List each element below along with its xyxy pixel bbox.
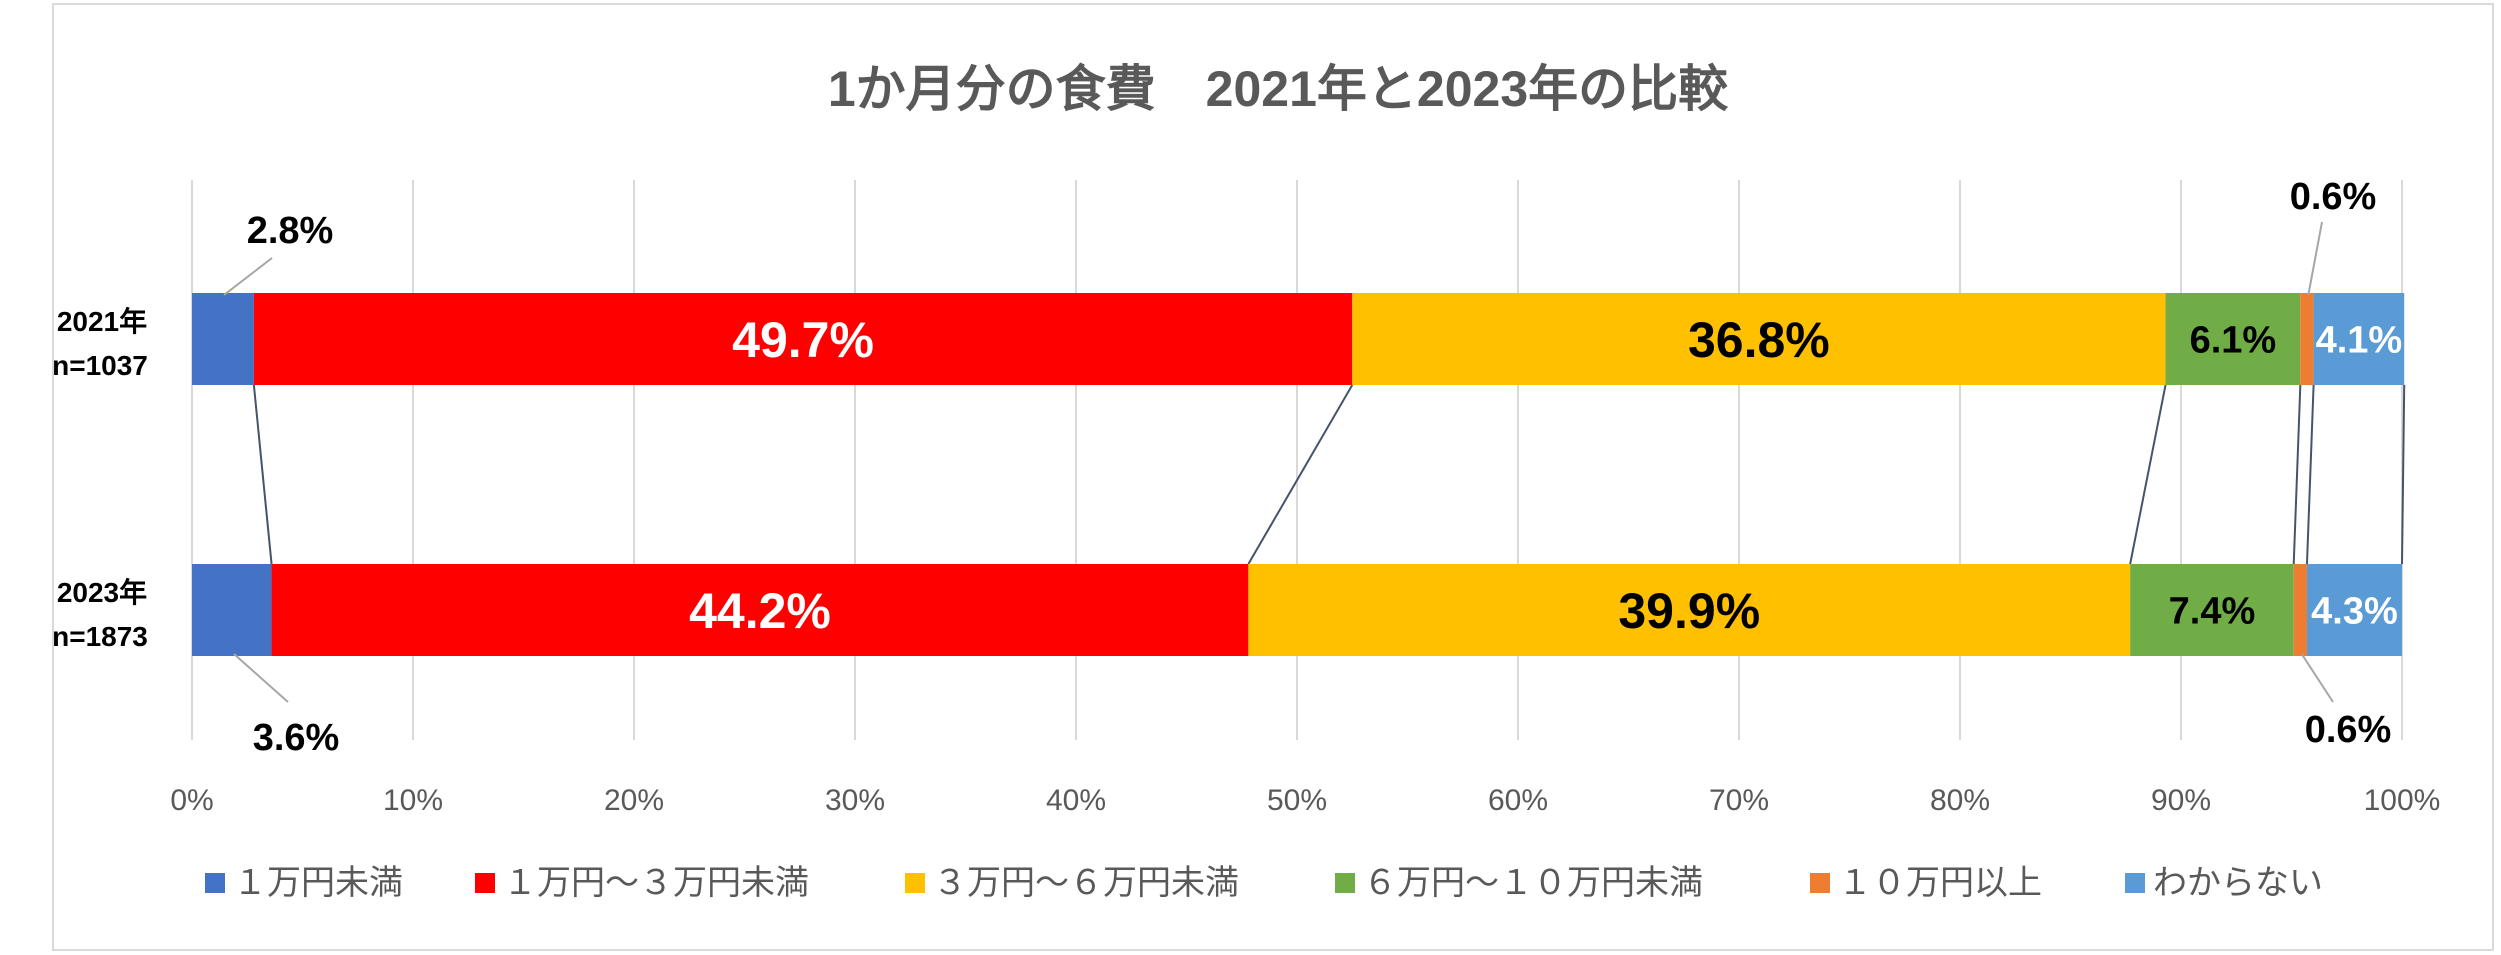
data-label: 4.1% bbox=[2316, 320, 2403, 362]
legend-swatch bbox=[905, 873, 925, 893]
data-label: 0.6% bbox=[2305, 709, 2392, 751]
bar-segment bbox=[2293, 564, 2307, 656]
legend-label: わからない bbox=[2153, 864, 2323, 902]
bar-segment bbox=[2165, 293, 2301, 385]
series-line bbox=[2305, 384, 2315, 565]
data-labels: 2.8% 3.6% 49.7% 44.2% 36.8% 39.9% 6.1% 7.4% 0.6%… bbox=[223, 176, 2403, 759]
legend-swatch bbox=[2125, 873, 2145, 893]
legend-label: １０万円以上 bbox=[1838, 864, 2042, 902]
legend-swatch bbox=[475, 873, 495, 893]
category-label-n: n=1873 bbox=[52, 621, 148, 652]
callout-leader-line bbox=[2300, 653, 2334, 703]
data-label: 6.1% bbox=[2190, 320, 2277, 362]
chart-title: 1か月分の食費 2021年と2023年の比較 bbox=[828, 61, 1729, 117]
legend-swatch bbox=[1810, 873, 1830, 893]
legend-label: ６万円～１０万円未満 bbox=[1363, 864, 1703, 902]
x-tick-label: 30% bbox=[825, 784, 885, 817]
x-tick-label: 40% bbox=[1046, 784, 1106, 817]
data-label: 4.3% bbox=[2311, 591, 2398, 633]
x-axis-ticks: 0% 10% 20% 30% 40% 50% 60% 70% 80% 90% 100% bbox=[170, 784, 2440, 817]
data-label: 36.8% bbox=[1688, 312, 1830, 368]
x-tick-label: 80% bbox=[1930, 784, 1990, 817]
legend-swatch bbox=[205, 873, 225, 893]
callout-leader-line bbox=[2307, 221, 2323, 296]
x-tick-label: 10% bbox=[383, 784, 443, 817]
category-label-year: 2023年 bbox=[57, 576, 147, 608]
x-tick-label: 60% bbox=[1488, 784, 1548, 817]
series-line bbox=[1247, 384, 1354, 565]
data-label: 7.4% bbox=[2169, 591, 2256, 633]
bar-segment bbox=[2306, 564, 2402, 656]
x-tick-label: 0% bbox=[170, 784, 213, 817]
series-lines bbox=[252, 384, 2406, 565]
bar-segment bbox=[2130, 564, 2294, 656]
bar-segment bbox=[192, 564, 272, 656]
x-tick-label: 20% bbox=[604, 784, 664, 817]
legend-label: ３万円～６万円未満 bbox=[933, 864, 1239, 902]
callout-leader-line bbox=[233, 653, 289, 703]
legend-swatch bbox=[1335, 873, 1355, 893]
bar-segment bbox=[271, 564, 1249, 656]
bar-segment bbox=[2313, 293, 2405, 385]
legend-label: １万円未満 bbox=[233, 864, 403, 902]
chart-frame bbox=[52, 3, 2494, 951]
x-tick-label: 50% bbox=[1267, 784, 1327, 817]
x-tick-label: 70% bbox=[1709, 784, 1769, 817]
bar-segment bbox=[1352, 293, 2166, 385]
x-tick-label: 100% bbox=[2364, 784, 2441, 817]
legend: １万円未満 １万円～３万円未満 ３万円～６万円未満 ６万円～１０万円未満 １０万円以上 わ… bbox=[205, 864, 2323, 902]
data-label: 39.9% bbox=[1618, 583, 1760, 639]
callout-leader-line bbox=[223, 257, 273, 296]
series-line bbox=[252, 384, 273, 565]
bar-segment bbox=[1248, 564, 2131, 656]
data-label: 44.2% bbox=[689, 583, 831, 639]
series-line bbox=[2401, 384, 2406, 565]
data-label: 3.6% bbox=[253, 717, 340, 759]
category-label-year: 2021年 bbox=[57, 305, 147, 337]
x-tick-label: 90% bbox=[2151, 784, 2211, 817]
series-line bbox=[2292, 384, 2302, 565]
data-label: 2.8% bbox=[247, 210, 334, 252]
bar-segment bbox=[253, 293, 1353, 385]
bars bbox=[192, 293, 2405, 656]
legend-label: １万円～３万円未満 bbox=[503, 864, 809, 902]
series-line bbox=[2129, 384, 2167, 565]
bar-segment bbox=[2300, 293, 2314, 385]
category-label-n: n=1037 bbox=[52, 350, 148, 381]
category-labels: 2021年 n=1037 2023年 n=1873 bbox=[52, 305, 148, 652]
data-label: 49.7% bbox=[732, 312, 874, 368]
data-label: 0.6% bbox=[2290, 176, 2377, 218]
bar-segment bbox=[192, 293, 254, 385]
